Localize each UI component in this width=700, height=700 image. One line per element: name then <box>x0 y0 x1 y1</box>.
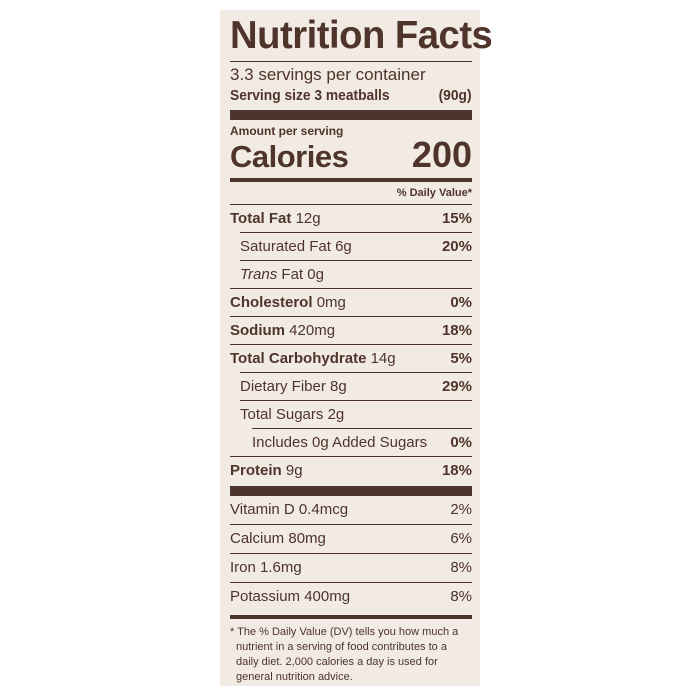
nutrient-name: Saturated Fat <box>240 238 331 255</box>
calories-value: 200 <box>411 134 472 175</box>
vitamin-amount: 80mg <box>288 530 326 547</box>
divider <box>230 344 472 345</box>
vitamin-name: Iron <box>230 559 256 576</box>
vitamin-dv: 2% <box>450 501 472 518</box>
divider <box>230 524 472 525</box>
vitamin-amount: 400mg <box>304 588 351 605</box>
nutrient-row-added-sugars: Includes 0g Added Sugars 0% <box>230 429 472 456</box>
nutrient-dv: 18% <box>441 322 472 339</box>
nutrient-amount: 6g <box>335 238 352 255</box>
divider <box>230 61 472 62</box>
divider <box>240 260 472 261</box>
nutrient-row-cholesterol: Cholesterol 0mg 0% <box>230 289 472 316</box>
divider <box>230 110 472 120</box>
nutrient-name: Dietary Fiber <box>240 378 326 395</box>
nutrient-name: Total Fat <box>230 210 292 227</box>
nutrient-dv: 15% <box>441 210 472 227</box>
divider <box>230 204 472 205</box>
divider <box>240 400 472 401</box>
nutrient-dv: 29% <box>441 378 472 395</box>
nutrient-row-dietary-fiber: Dietary Fiber 8g 29% <box>230 373 472 400</box>
nutrient-name: Includes 0g Added Sugars <box>252 434 428 451</box>
daily-value-header: % Daily Value* <box>396 187 472 199</box>
nutrient-row-total-fat: Total Fat 12g 15% <box>230 205 472 232</box>
vitamin-name: Calcium <box>230 530 285 547</box>
divider <box>230 615 472 619</box>
divider <box>230 316 472 317</box>
vitamin-amount: 0.4mcg <box>298 501 349 518</box>
divider <box>240 232 472 233</box>
divider <box>240 372 472 373</box>
divider <box>230 456 472 457</box>
nutrient-name: Cholesterol <box>230 294 313 311</box>
calories-row: Calories 200 <box>230 134 472 175</box>
nutrient-row-total-sugars: Total Sugars 2g <box>230 401 472 428</box>
serving-size-label: Serving size 3 meatballs <box>230 87 390 104</box>
vitamin-dv: 8% <box>450 559 472 576</box>
vitamin-dv: 8% <box>450 588 472 605</box>
vitamin-dv: 6% <box>450 530 472 547</box>
nutrient-name: Trans <box>240 266 278 283</box>
nutrient-row-protein: Protein 9g 18% <box>230 457 472 484</box>
label-title: Nutrition Facts <box>230 14 493 57</box>
nutrient-amount: 420mg <box>289 322 336 339</box>
nutrient-dv: 20% <box>441 238 472 255</box>
nutrient-dv: 18% <box>441 462 472 479</box>
vitamin-row-calcium: Calcium 80mg 6% <box>230 525 472 553</box>
nutrient-amount: 8g <box>330 378 347 395</box>
vitamin-name: Potassium <box>230 588 301 605</box>
divider <box>230 553 472 554</box>
nutrient-amount: 14g <box>370 350 396 367</box>
nutrient-dv: 0% <box>450 294 472 311</box>
nutrient-row-total-carbohydrate: Total Carbohydrate 14g 5% <box>230 345 472 372</box>
nutrient-row-sodium: Sodium 420mg 18% <box>230 317 472 344</box>
nutrient-dv: 0% <box>450 434 472 451</box>
calories-label: Calories <box>230 139 349 174</box>
daily-value-footnote: * The % Daily Value (DV) tells you how m… <box>230 626 459 683</box>
vitamin-row-potassium: Potassium 400mg 8% <box>230 583 472 611</box>
nutrient-amount: 2g <box>327 406 345 423</box>
divider <box>230 178 472 182</box>
nutrient-amount: Fat 0g <box>281 266 324 283</box>
divider <box>252 428 472 429</box>
vitamin-amount: 1.6mg <box>260 559 302 576</box>
nutrient-dv: 5% <box>450 350 472 367</box>
vitamin-row-vitamin-d: Vitamin D 0.4mcg 2% <box>230 496 472 524</box>
nutrition-facts-label: Nutrition Facts 3.3 servings per contain… <box>220 10 493 686</box>
divider <box>230 486 472 496</box>
amount-per-serving: Amount per serving <box>230 124 344 138</box>
nutrient-name: Total Sugars <box>240 406 324 423</box>
divider <box>230 288 472 289</box>
vitamin-name: Vitamin D <box>230 501 295 518</box>
vitamin-row-iron: Iron 1.6mg 8% <box>230 554 472 582</box>
serving-size-row: Serving size 3 meatballs (90g) <box>230 86 472 106</box>
nutrient-amount: 0mg <box>316 294 346 311</box>
nutrient-amount: 12g <box>295 210 321 227</box>
divider <box>230 582 472 583</box>
nutrient-name: Sodium <box>230 322 285 339</box>
serving-size-value: (90g) <box>438 87 472 104</box>
servings-per-container: 3.3 servings per container <box>230 65 426 84</box>
nutrient-amount: 9g <box>285 462 303 479</box>
nutrient-row-saturated-fat: Saturated Fat 6g 20% <box>230 233 472 260</box>
nutrient-name: Total Carbohydrate <box>230 350 367 367</box>
nutrient-row-trans-fat: Trans Fat 0g <box>230 261 472 288</box>
nutrient-name: Protein <box>230 462 282 479</box>
